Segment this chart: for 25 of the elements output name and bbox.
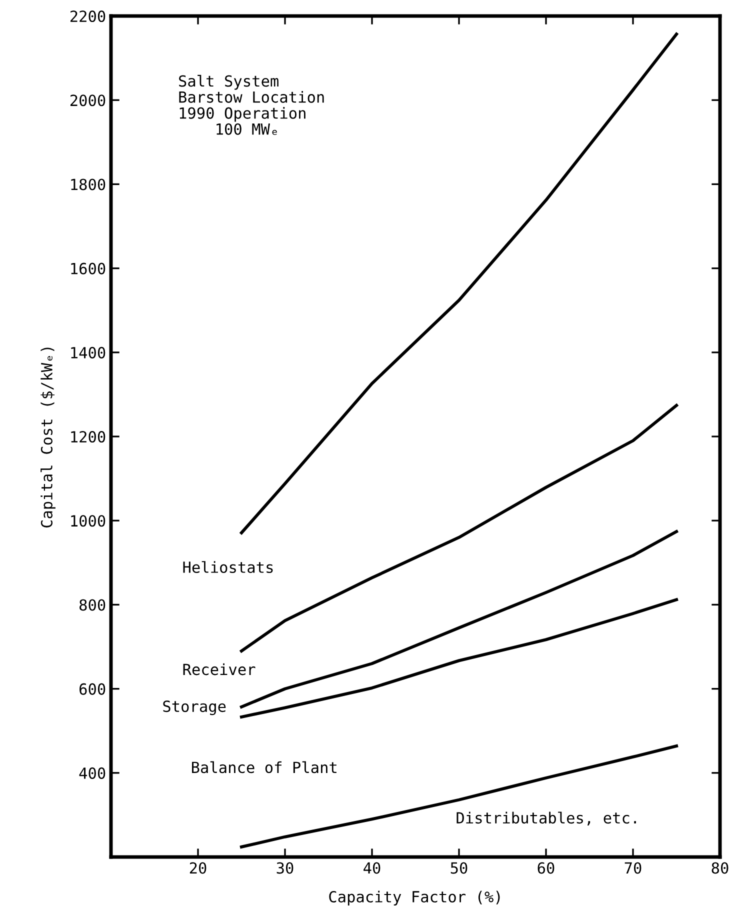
y-tick-label: 1400 <box>71 346 106 358</box>
x-axis-title: Capacity Factor (%) <box>329 890 500 906</box>
annotation: Salt System Barstow Location 1990 Operation 100 MWₑ <box>179 74 324 135</box>
x-tick-label: 60 <box>538 862 554 874</box>
y-axis-title: Capital Cost ($/kWₑ) <box>40 348 56 528</box>
y-tick-label: 400 <box>79 767 106 779</box>
annotation: Distributables, etc. <box>456 812 636 826</box>
x-tick-label: 20 <box>190 862 206 874</box>
x-tick-label: 40 <box>364 862 380 874</box>
annotation: Receiver <box>183 663 256 676</box>
x-tick-label: 50 <box>450 862 468 874</box>
y-tick-label: 1200 <box>71 431 106 443</box>
annotation: Heliostats <box>183 561 273 574</box>
y-tick-label: 600 <box>80 683 106 695</box>
y-tick-label: 1800 <box>71 178 106 190</box>
x-tick-label: 80 <box>712 862 728 874</box>
y-tick-label: 1600 <box>71 262 106 274</box>
y-tick-label: 2000 <box>70 94 106 106</box>
annotation: Storage <box>163 700 226 716</box>
y-tick-label: 1000 <box>71 515 106 527</box>
x-tick-label: 70 <box>624 862 642 874</box>
annotation: Balance of Plant <box>192 761 336 774</box>
x-tick-label: 30 <box>276 862 294 874</box>
y-tick-label: 2200 <box>70 10 106 22</box>
y-tick-label: 800 <box>80 599 106 611</box>
